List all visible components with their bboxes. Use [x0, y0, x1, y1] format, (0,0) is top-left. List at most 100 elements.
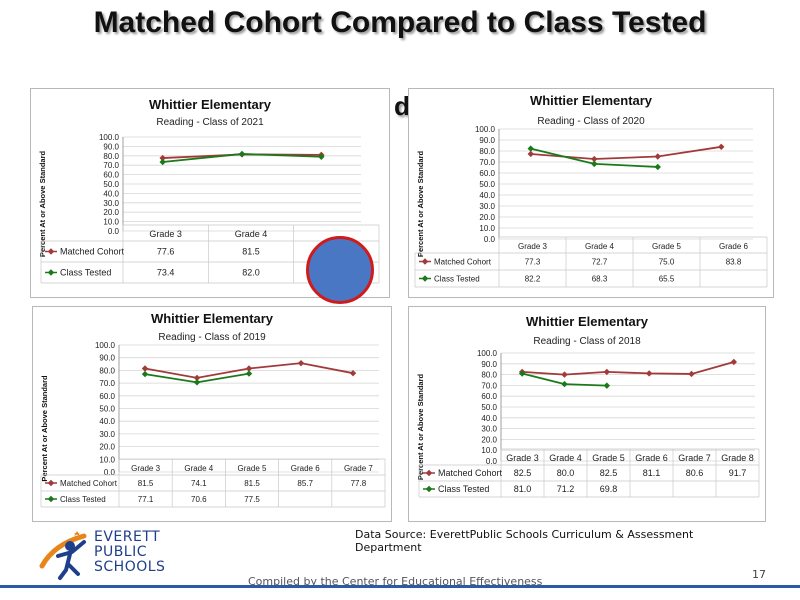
table-value: 77.5	[244, 495, 260, 504]
y-tick-label: 100.0	[99, 133, 120, 142]
table-value: 81.1	[643, 468, 661, 478]
compiled-by-footer: Compiled by the Center for Educational E…	[248, 575, 543, 588]
data-table: Grade 3 Grade 4 Grade 5 Grade 6 Grade 7 Match…	[40, 458, 386, 508]
x-category-label: Grade 4	[549, 453, 582, 463]
legend-marker	[47, 479, 55, 487]
y-tick-label: 0.0	[484, 235, 496, 244]
chart-title: Whittier Elementary	[526, 314, 649, 329]
y-tick-label: 90.0	[479, 136, 495, 145]
legend-entry: Class Tested	[438, 484, 489, 494]
legend-marker	[425, 485, 433, 493]
table-value: 83.8	[726, 258, 742, 267]
x-category-label: Grade 7	[344, 464, 373, 473]
chart-svg-2021: Whittier Elementary Reading - Class of 20…	[38, 97, 380, 284]
table-value: 77.3	[525, 258, 541, 267]
logo-line-2: PUBLIC	[94, 544, 147, 560]
legend-entry: Class Tested	[60, 268, 111, 278]
y-tick-label: 0.0	[108, 227, 120, 236]
y-tick-label: 70.0	[481, 381, 497, 390]
chart-class-of-2020: Whittier Elementary Reading - Class of 20…	[408, 88, 774, 298]
table-value: 82.0	[242, 268, 260, 278]
legend-marker	[421, 275, 429, 282]
chart-subtitle: Reading - Class of 2021	[156, 117, 264, 128]
y-tick-label: 100.0	[95, 341, 116, 350]
table-value: 81.5	[244, 479, 260, 488]
legend-entry: Matched Cohort	[438, 468, 503, 478]
table-value: 74.1	[191, 479, 207, 488]
y-tick-label: 100.0	[475, 125, 496, 134]
y-tick-label: 40.0	[479, 191, 495, 200]
data-table: Grade 3 Grade 4 Matched Cohort 77.6 81.5 Clas…	[40, 224, 380, 284]
y-tick-label: 70.0	[99, 379, 115, 388]
table-value: 72.7	[592, 258, 608, 267]
data-point-marker	[193, 379, 201, 386]
legend-entry: Matched Cohort	[60, 479, 118, 488]
x-category-label: Grade 6	[719, 242, 748, 251]
table-value: 68.3	[592, 275, 608, 284]
chart-class-of-2018: Whittier Elementary Reading - Class of 20…	[408, 306, 766, 522]
series-class-tested	[141, 370, 253, 386]
swoosh-figure-icon	[39, 531, 87, 580]
x-category-label: Grade 6	[635, 453, 668, 463]
x-category-label: Grade 4	[235, 229, 268, 239]
table-value: 91.7	[729, 468, 747, 478]
legend-entry: Matched Cohort	[60, 247, 125, 257]
x-category-label: Grade 3	[149, 229, 182, 239]
table-value: 82.2	[525, 275, 541, 284]
legend-entry: Class Tested	[434, 275, 480, 284]
legend-entry: Class Tested	[60, 495, 106, 504]
y-tick-label: 50.0	[103, 180, 119, 189]
data-point-marker	[318, 153, 325, 160]
y-tick-label: 10.0	[481, 446, 497, 455]
legend-marker	[47, 495, 55, 503]
y-tick-label: 40.0	[99, 417, 115, 426]
x-category-label: Grade 3	[506, 453, 539, 463]
y-tick-label: 20.0	[103, 208, 119, 217]
data-point-marker	[141, 365, 149, 372]
data-point-marker	[141, 370, 149, 378]
logo-wordmark: EVERETT PUBLIC SCHOOLS	[94, 530, 165, 575]
y-tick-label: 50.0	[481, 403, 497, 412]
everett-public-schools-logo: EVERETT PUBLIC SCHOOLS	[38, 530, 188, 582]
chart-subtitle: Reading - Class of 2018	[533, 336, 641, 347]
y-tick-label: 30.0	[481, 425, 497, 434]
data-source-note: Data Source: EverettPublic Schools Curri…	[355, 528, 694, 554]
series-line	[530, 145, 722, 160]
chart-title: Whittier Elementary	[151, 311, 274, 326]
series-class-tested	[159, 150, 325, 166]
page-number: 17	[752, 568, 766, 581]
table-value: 75.0	[659, 258, 675, 267]
x-category-label: Grade 5	[592, 453, 625, 463]
table-value: 73.4	[157, 268, 175, 278]
table-value: 77.1	[138, 495, 154, 504]
y-tick-label: 50.0	[479, 180, 495, 189]
data-point-marker	[527, 150, 534, 158]
data-table: Grade 3 Grade 4 Grade 5 Grade 6 Matched Coho…	[414, 236, 768, 288]
y-tick-label: 20.0	[481, 435, 497, 444]
legend-marker	[47, 248, 55, 255]
y-tick-label: 60.0	[481, 392, 497, 401]
chart-svg-2018: Whittier Elementary Reading - Class of 20…	[416, 314, 760, 498]
series-class-tested	[527, 145, 661, 171]
series-line	[522, 361, 735, 376]
data-point-marker	[730, 358, 738, 366]
data-point-marker	[718, 143, 725, 151]
y-tick-label: 80.0	[479, 147, 495, 156]
data-point-marker	[591, 155, 598, 163]
table-value: 82.5	[514, 468, 532, 478]
table-value: 71.2	[557, 484, 575, 494]
y-tick-label: 90.0	[481, 360, 497, 369]
logo-line-1: EVERETT	[94, 529, 161, 545]
data-point-marker	[159, 158, 166, 166]
x-category-label: Grade 4	[585, 242, 614, 251]
data-point-marker	[654, 153, 661, 160]
table-value: 77.6	[157, 247, 175, 257]
table-value: 80.0	[557, 468, 575, 478]
data-point-marker	[245, 370, 253, 377]
data-point-marker	[591, 160, 598, 168]
blue-circle-shape	[306, 236, 374, 304]
data-table: Grade 3 Grade 4 Grade 5 Grade 6 Grade 7 Grade…	[418, 448, 760, 498]
table-value: 77.8	[351, 479, 367, 488]
y-tick-label: 70.0	[479, 158, 495, 167]
x-category-label: Grade 7	[678, 453, 711, 463]
